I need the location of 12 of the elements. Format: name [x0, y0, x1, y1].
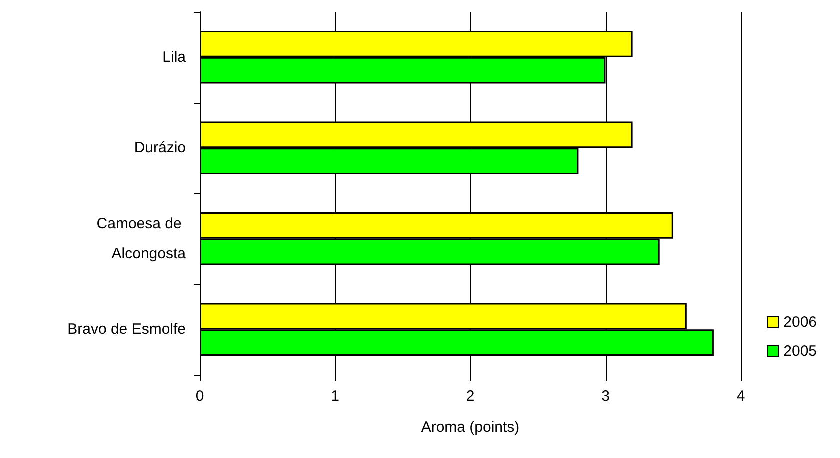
x-tick-label: 4: [736, 388, 746, 405]
x-axis-title: Aroma (points): [421, 419, 520, 436]
x-tick-label: 2: [466, 388, 475, 405]
x-tick-label: 1: [331, 388, 340, 405]
x-tick-label: 3: [602, 388, 610, 405]
y-tick-label: Durázio: [134, 140, 186, 157]
x-tick-label: 0: [196, 388, 204, 405]
y-tick-label: Bravo de Esmolfe: [68, 321, 186, 338]
y-tick-label: Lila: [162, 48, 187, 66]
legend-label: 2005: [784, 343, 818, 360]
y-tick-label: Camoesa de Alcongosta: [96, 215, 187, 262]
legend-label: 2006: [784, 314, 818, 331]
